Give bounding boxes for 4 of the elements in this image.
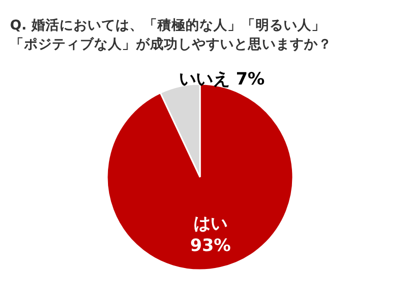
chart-title: Q. 婚活においては、「積極的な人」「明るい人」「ポジティブな人」が成功しやすいと思いますか？ [10, 18, 332, 52]
slice-label: いいえ 7% [178, 69, 265, 90]
data-label: 93% [190, 236, 231, 256]
slice-label: はい [193, 214, 228, 234]
